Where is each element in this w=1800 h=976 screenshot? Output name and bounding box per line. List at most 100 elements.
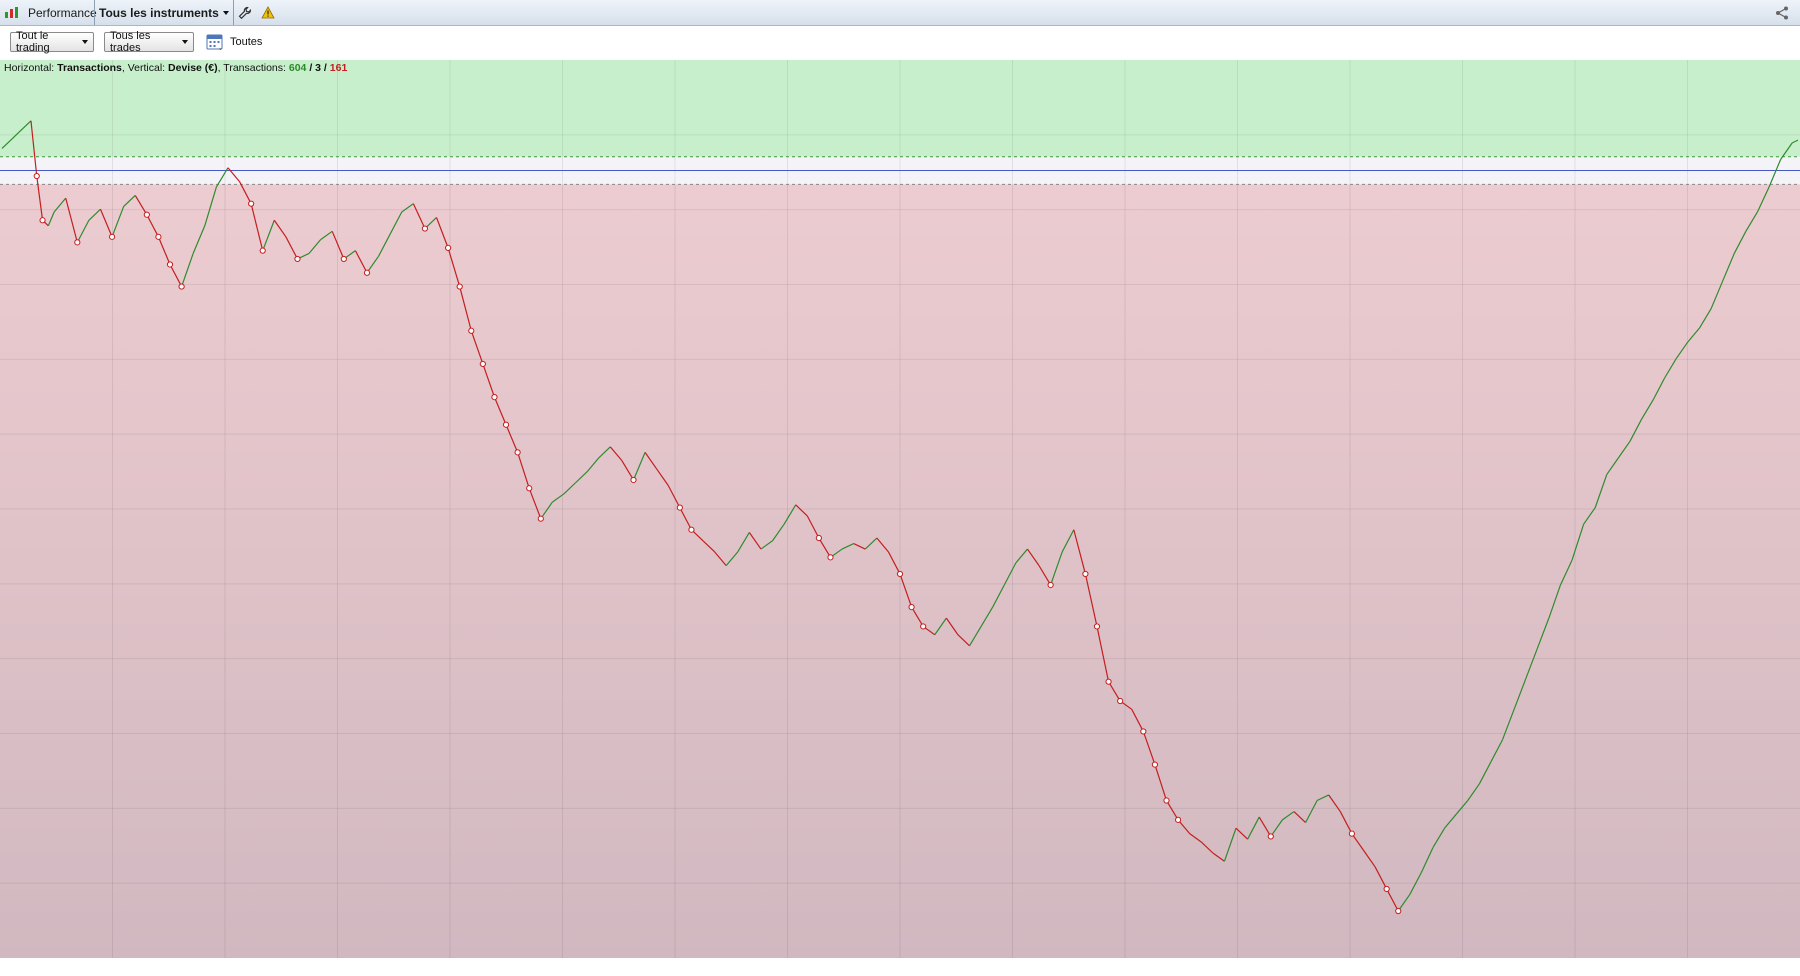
loss-marker — [39, 217, 46, 224]
calendar-icon — [206, 33, 224, 51]
loss-marker — [1174, 816, 1182, 823]
period-filter[interactable]: Toutes — [206, 32, 262, 52]
chevron-down-icon — [82, 40, 88, 44]
equity-line-segment — [1061, 529, 1075, 553]
equity-line-segment — [841, 542, 854, 550]
period-filter-label: Toutes — [230, 36, 263, 48]
equity-line-segment — [853, 542, 866, 550]
loss-markers — [33, 172, 1402, 915]
equity-line-segment — [992, 584, 1005, 608]
equity-line-segment — [1687, 327, 1700, 343]
equity-line-segment — [957, 634, 970, 647]
loss-marker — [827, 554, 834, 561]
equity-line-segment — [505, 424, 519, 453]
equity-chart-svg[interactable] — [0, 60, 1800, 958]
share-icon[interactable] — [1772, 0, 1792, 25]
chart-grid — [0, 60, 1800, 958]
loss-marker — [676, 504, 683, 511]
chevron-down-icon — [222, 10, 229, 15]
equity-line-segment — [1513, 678, 1527, 710]
equity-line-segment — [1282, 811, 1295, 821]
equity-line-segment — [1409, 872, 1422, 895]
loss-marker — [1140, 728, 1147, 735]
equity-line-segment — [1038, 565, 1052, 586]
trades-filter-dropdown[interactable]: Tous les trades — [104, 30, 194, 54]
equity-line-segment — [123, 194, 136, 207]
equity-line-segment — [1733, 231, 1747, 254]
equity-line-segment — [575, 471, 588, 484]
trades-filter-label: Tous les trades — [110, 30, 151, 54]
loss-marker — [74, 239, 81, 246]
equity-line-segment — [146, 214, 159, 238]
loss-marker — [456, 283, 463, 290]
equity-line-segment — [1641, 399, 1654, 420]
equity-line-segment — [1583, 507, 1596, 525]
wrench-icon[interactable] — [236, 0, 254, 25]
instrument-selector[interactable]: Tous les instruments — [99, 0, 229, 25]
loss-marker — [1082, 570, 1089, 578]
equity-line-segment — [354, 250, 368, 274]
wins-count: 604 — [288, 62, 307, 74]
loss-marker — [468, 327, 475, 334]
equity-line-segment — [1536, 617, 1550, 649]
equity-line-segment — [563, 482, 576, 495]
loss-marker — [294, 255, 301, 263]
equity-chart[interactable] — [0, 60, 1800, 958]
equity-line-segment — [1420, 847, 1434, 873]
tab-performance-label: Performance — [28, 5, 97, 20]
loss-marker — [178, 283, 185, 290]
equity-line-segment — [1189, 833, 1202, 843]
equity-line-segment — [1258, 816, 1272, 837]
equity-line-segment — [945, 617, 959, 636]
loss-marker — [815, 534, 822, 542]
loss-marker — [514, 449, 521, 456]
equity-line-segment — [1664, 358, 1677, 379]
loss-marker — [143, 211, 150, 218]
equity-line-segment — [1026, 548, 1040, 566]
loss-marker — [537, 515, 544, 522]
loss-marker — [108, 233, 116, 240]
equity-line-segment — [1780, 142, 1793, 160]
loss-marker — [166, 261, 174, 268]
equity-line-segment — [1501, 709, 1515, 740]
equity-line-segment — [1455, 800, 1469, 815]
equity-line-segment — [215, 167, 229, 188]
equity-line-segment — [308, 239, 322, 254]
equity-line-segment — [111, 206, 125, 238]
equity-line-segment — [65, 198, 78, 243]
warning-icon[interactable] — [259, 0, 277, 25]
loss-marker — [896, 570, 904, 578]
horizontal-key: Horizontal: — [4, 62, 55, 74]
tab-performance[interactable]: Performance — [28, 0, 97, 25]
loss-marker — [479, 360, 486, 368]
equity-line-segment — [632, 452, 646, 481]
equity-line-segment — [459, 286, 472, 331]
equity-line-segment — [911, 606, 924, 627]
equity-line-segment — [1444, 813, 1457, 829]
equity-line-segment — [36, 175, 44, 221]
equity-line-segment — [10, 131, 20, 141]
equity-line-segment — [552, 493, 565, 503]
equity-line-segment — [760, 540, 773, 550]
chevron-down-icon — [182, 40, 188, 44]
equity-line-segment — [1154, 764, 1168, 801]
loss-marker — [1151, 761, 1159, 768]
equity-line-segment — [134, 195, 148, 216]
vertical-key: Vertical: — [127, 62, 166, 74]
equity-line-segment — [1525, 648, 1538, 680]
equity-line-segment — [1559, 559, 1573, 586]
trading-filter-dropdown[interactable]: Tout le trading — [10, 30, 94, 54]
losses-count: 161 — [329, 62, 348, 74]
equity-line-segment — [1339, 811, 1353, 834]
equity-line-segment — [772, 523, 785, 542]
equity-line-segment — [1756, 186, 1770, 213]
equity-line-segment — [1362, 849, 1376, 868]
equity-line-segment — [969, 626, 982, 647]
loss-marker — [920, 623, 927, 630]
equity-line-segment — [181, 253, 194, 287]
equity-line-segment — [1745, 211, 1758, 232]
equity-line-segment — [1015, 548, 1028, 564]
loss-marker — [421, 225, 429, 232]
horizontal-value: Transactions — [57, 62, 122, 74]
loss-marker — [248, 200, 255, 207]
